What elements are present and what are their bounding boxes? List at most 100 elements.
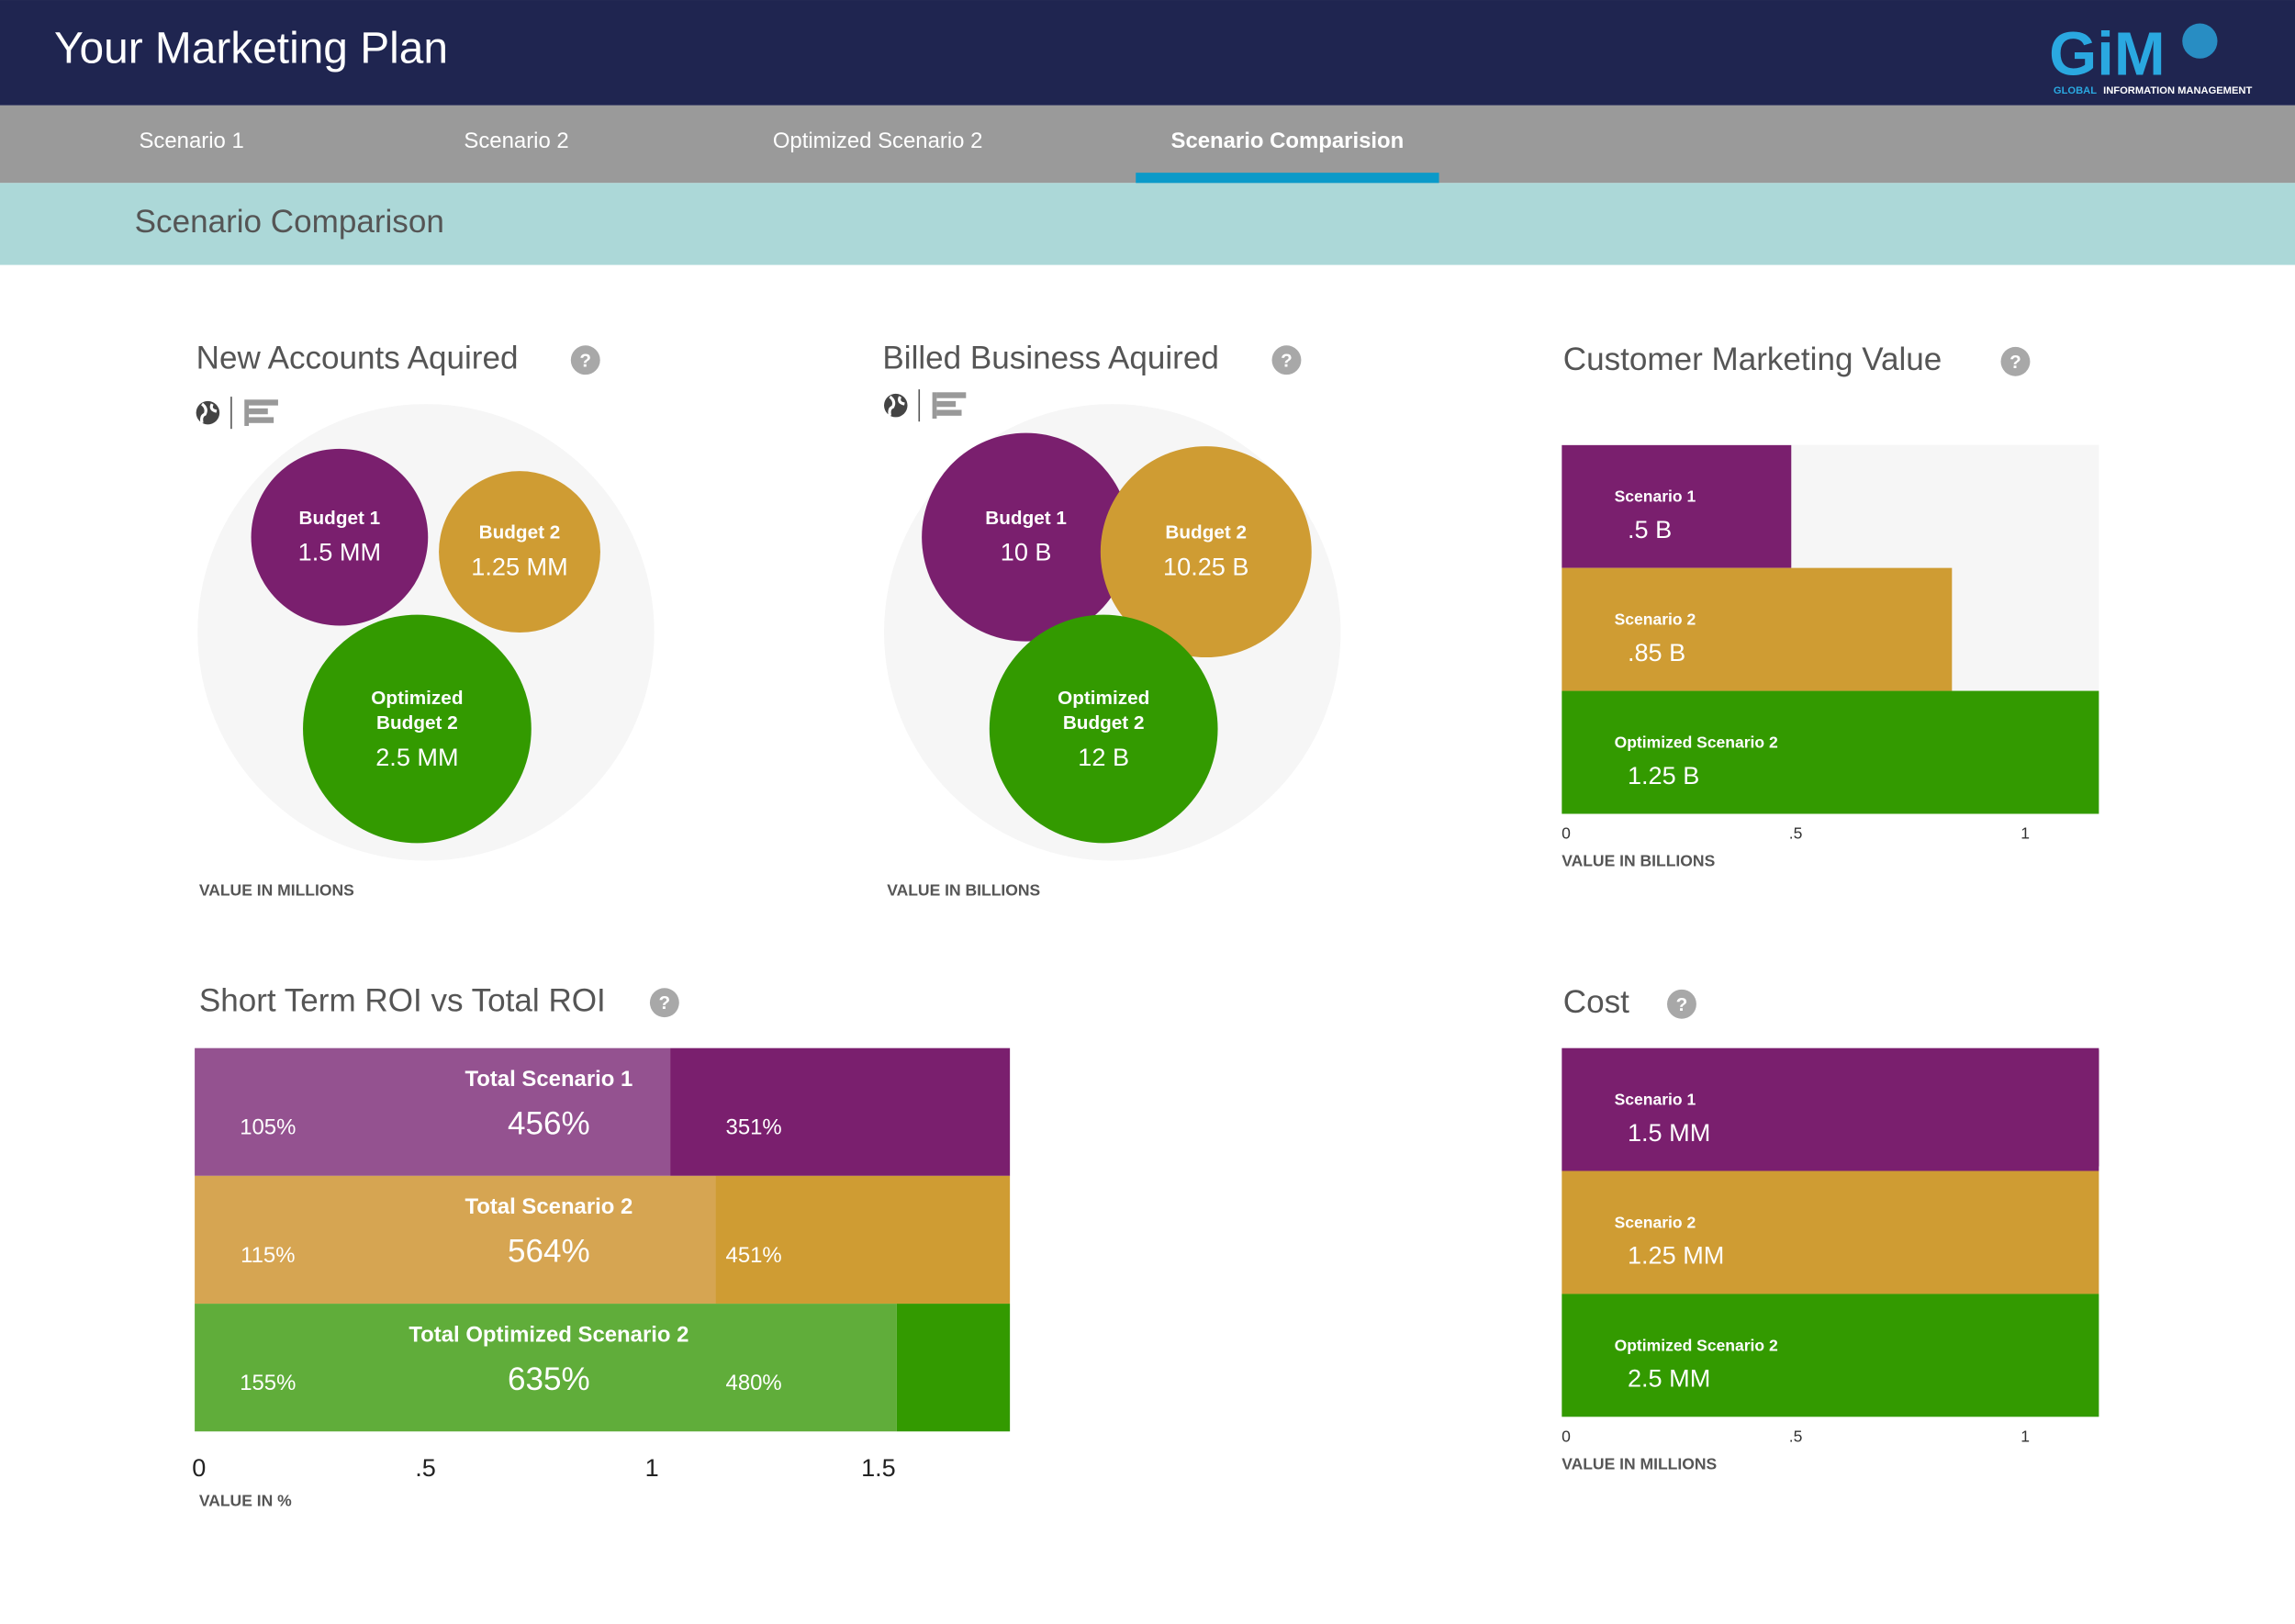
globe-icon-land xyxy=(888,395,905,417)
logo-globe xyxy=(2182,23,2218,59)
help-icon[interactable] xyxy=(1667,989,1696,1019)
bubble xyxy=(303,614,532,844)
bubble xyxy=(251,448,429,626)
bar-category: Scenario 2 xyxy=(1615,1214,1696,1232)
chart-title: Cost xyxy=(1563,984,1629,1020)
help-icon[interactable] xyxy=(570,345,600,375)
help-icon[interactable] xyxy=(1271,345,1302,375)
x-tick-label: 1 xyxy=(645,1453,659,1482)
bar-value: 1.25 MM xyxy=(1628,1241,1724,1270)
axis-label: VALUE IN BILLIONS xyxy=(1562,852,1715,870)
tab[interactable]: Scenario Comparision xyxy=(1171,129,1405,153)
chart-title: Customer Marketing Value xyxy=(1563,342,1942,377)
bar-value: .5 B xyxy=(1628,515,1672,543)
help-icon-text: ? xyxy=(579,350,591,371)
bar-total: 635% xyxy=(508,1361,590,1397)
x-tick-label: 0 xyxy=(192,1453,206,1482)
bar-value: 1.5 MM xyxy=(1628,1118,1710,1147)
section-title: Scenario Comparison xyxy=(135,204,444,240)
globe-icon[interactable] xyxy=(884,393,908,418)
x-tick-label: .5 xyxy=(1789,1427,1803,1445)
bubble-category: Budget 1 xyxy=(985,507,1067,530)
tab[interactable]: Scenario 1 xyxy=(139,129,243,153)
list-icon-bar xyxy=(249,417,274,423)
bar-category: Total Scenario 2 xyxy=(465,1194,633,1219)
x-tick-label: 0 xyxy=(1562,823,1571,842)
bar-value: .85 B xyxy=(1628,638,1685,666)
bar-value: 1.25 B xyxy=(1628,761,1699,790)
bubble-value: 10 B xyxy=(1000,539,1052,567)
bubble-value: 1.5 MM xyxy=(297,539,382,567)
bar-category: Optimized Scenario 2 xyxy=(1615,1336,1778,1354)
list-icon-bar xyxy=(249,399,278,406)
bar xyxy=(1562,567,1953,691)
bar-segment xyxy=(195,1175,716,1305)
help-icon-text: ? xyxy=(2010,352,2021,373)
bar-segment xyxy=(195,1047,671,1176)
bar xyxy=(1562,444,1792,568)
tab-bar xyxy=(0,105,2295,184)
list-icon-bar xyxy=(936,400,957,408)
bar-category: Optimized Scenario 2 xyxy=(1615,734,1778,752)
section-band xyxy=(0,183,2295,265)
help-icon-text: ? xyxy=(1676,994,1688,1015)
bubble-label: Budget 1 1.5 MM xyxy=(252,449,429,626)
bar xyxy=(1562,1170,2099,1294)
help-icon[interactable] xyxy=(2000,346,2031,376)
bubble-label: Optimized Budget 2 2.5 MM xyxy=(371,687,463,772)
bar-category: Total Scenario 1 xyxy=(465,1067,633,1092)
axis-label: VALUE IN BILLIONS xyxy=(887,881,1040,900)
bar-segment xyxy=(715,1175,1011,1305)
bubble-category: Budget 2 xyxy=(478,521,561,544)
bubble-label-box: Optimized Budget 2 12 B xyxy=(990,615,1218,844)
tab[interactable]: Scenario 2 xyxy=(464,129,568,153)
bubble xyxy=(989,614,1218,844)
bar-category: Total Optimized Scenario 2 xyxy=(409,1322,688,1347)
segment-label: 105% xyxy=(240,1115,296,1140)
chart-title: New Accounts Aquired xyxy=(196,340,519,375)
bubble-value: 1.25 MM xyxy=(471,554,568,582)
axis-label: VALUE IN MILLIONS xyxy=(199,881,354,900)
bubble xyxy=(1100,446,1312,658)
bar-category: Scenario 1 xyxy=(1615,1091,1696,1109)
bar-category: Scenario 1 xyxy=(1615,487,1696,506)
bubble-value: 2.5 MM xyxy=(375,743,459,772)
tab[interactable]: Optimized Scenario 2 xyxy=(773,129,983,153)
bubble-label: Budget 1 10 B xyxy=(985,507,1067,567)
segment-label: 451% xyxy=(726,1243,782,1268)
list-icon-bar xyxy=(249,408,268,415)
bar xyxy=(1562,1294,2099,1417)
segment-label: 480% xyxy=(726,1371,782,1395)
bubble-label-box: Budget 1 1.5 MM xyxy=(252,449,429,626)
logo-tagline: INFORMATION MANAGEMENT xyxy=(2103,85,2252,96)
bar-segment xyxy=(896,1304,1011,1432)
bubble-label-box: Budget 2 1.25 MM xyxy=(439,471,600,633)
segment-label: 115% xyxy=(241,1243,295,1268)
bar-segment xyxy=(670,1047,1011,1176)
bar-segment xyxy=(195,1304,897,1432)
help-icon-text: ? xyxy=(659,992,671,1014)
bar-total: 456% xyxy=(508,1105,590,1141)
help-icon-text: ? xyxy=(1281,350,1293,371)
bubble-value: 10.25 B xyxy=(1163,554,1249,582)
bar-value: 2.5 MM xyxy=(1628,1364,1710,1393)
bar-total: 564% xyxy=(508,1234,590,1270)
x-tick-label: .5 xyxy=(415,1453,436,1482)
list-icon-bar xyxy=(936,392,967,398)
list-icon[interactable] xyxy=(932,392,937,420)
x-tick-label: 1 xyxy=(2021,1427,2030,1445)
chart-title: Short Term ROI vs Total ROI xyxy=(199,982,606,1018)
bubble-label: Budget 2 1.25 MM xyxy=(439,471,600,633)
list-icon[interactable] xyxy=(244,399,250,426)
help-icon[interactable] xyxy=(649,988,679,1018)
segment-label: 155% xyxy=(240,1371,296,1395)
bar-category: Scenario 2 xyxy=(1615,610,1696,629)
bar xyxy=(1562,1047,2099,1171)
globe-icon[interactable] xyxy=(196,400,220,425)
axis-label: VALUE IN MILLIONS xyxy=(1562,1455,1717,1473)
list-icon-bar xyxy=(936,409,962,416)
bubble-category: Optimized Budget 2 xyxy=(1058,686,1150,734)
bubble-category: Budget 2 xyxy=(1165,521,1248,544)
